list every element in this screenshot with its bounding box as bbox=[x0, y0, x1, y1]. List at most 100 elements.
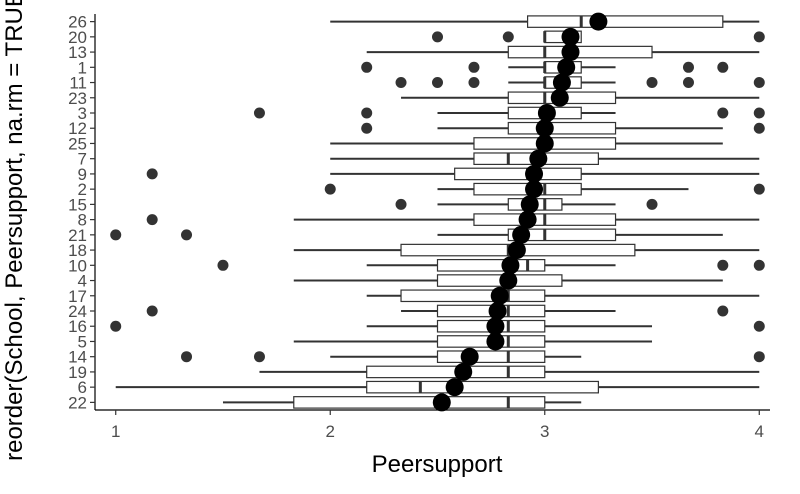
y-tick-label-13: 13 bbox=[68, 43, 87, 62]
mean-point-2 bbox=[525, 180, 544, 199]
y-tick-label-23: 23 bbox=[68, 89, 87, 108]
y-tick-label-3: 3 bbox=[78, 104, 87, 123]
y-tick-label-7: 7 bbox=[78, 150, 87, 169]
box-group-6 bbox=[115, 380, 760, 394]
outlier-16-0 bbox=[110, 320, 122, 332]
outlier-10-0 bbox=[217, 259, 229, 271]
box-13 bbox=[507, 45, 653, 59]
y-tick-label-1: 1 bbox=[78, 58, 87, 77]
mean-point-12 bbox=[535, 119, 554, 138]
mean-point-19 bbox=[454, 362, 473, 381]
box-group-23 bbox=[401, 91, 760, 105]
box-group-13 bbox=[366, 45, 760, 59]
y-tick-label-2: 2 bbox=[78, 180, 87, 199]
box-group-16 bbox=[110, 319, 765, 333]
mean-point-10 bbox=[501, 256, 520, 275]
box-group-17 bbox=[366, 289, 760, 303]
mean-point-17 bbox=[490, 286, 509, 305]
x-tick-label-2: 2 bbox=[326, 422, 335, 441]
outlier-12-1 bbox=[753, 122, 765, 134]
box-group-9 bbox=[146, 167, 760, 181]
box-group-5 bbox=[293, 335, 653, 348]
box-group-1 bbox=[361, 60, 729, 74]
mean-point-1 bbox=[557, 58, 576, 77]
outlier-10-2 bbox=[753, 259, 765, 271]
outlier-20-0 bbox=[432, 31, 443, 43]
outlier-3-0 bbox=[253, 107, 265, 119]
outlier-9-0 bbox=[146, 168, 158, 180]
box-21 bbox=[507, 228, 617, 242]
box-group-20 bbox=[432, 30, 765, 44]
y-tick-label-26: 26 bbox=[68, 13, 87, 32]
mean-point-6 bbox=[445, 378, 464, 397]
outlier-1-0 bbox=[361, 61, 373, 73]
mean-point-9 bbox=[525, 164, 544, 183]
outlier-11-3 bbox=[646, 77, 658, 89]
outlier-15-1 bbox=[646, 198, 658, 210]
mean-point-21 bbox=[512, 225, 531, 244]
y-tick-label-24: 24 bbox=[68, 302, 87, 321]
y-axis-title: reorder(School, Peersupport, na.rm = TRU… bbox=[1, 0, 28, 461]
box-26 bbox=[526, 15, 724, 28]
mean-point-11 bbox=[552, 73, 571, 92]
y-tick-label-18: 18 bbox=[68, 241, 87, 260]
outlier-20-1 bbox=[502, 31, 514, 43]
mean-point-20 bbox=[561, 27, 580, 46]
y-tick-label-14: 14 bbox=[68, 348, 87, 367]
plot-area bbox=[110, 12, 765, 412]
outlier-20-2 bbox=[753, 31, 765, 43]
box-group-21 bbox=[110, 228, 723, 242]
outlier-21-1 bbox=[181, 229, 193, 241]
y-tick-label-20: 20 bbox=[68, 28, 87, 47]
box-group-24 bbox=[146, 304, 729, 318]
x-axis-title: Peersupport bbox=[372, 451, 503, 478]
mean-point-4 bbox=[499, 271, 518, 290]
mean-point-14 bbox=[460, 347, 479, 366]
outlier-2-1 bbox=[753, 183, 765, 195]
box-22 bbox=[293, 396, 546, 409]
box-14 bbox=[436, 350, 546, 364]
outlier-16-1 bbox=[753, 320, 765, 332]
y-tick-label-25: 25 bbox=[68, 134, 87, 153]
box-9 bbox=[454, 167, 582, 181]
outlier-11-2 bbox=[468, 77, 480, 89]
box-17 bbox=[400, 289, 546, 303]
outlier-21-0 bbox=[110, 229, 122, 241]
outlier-24-1 bbox=[717, 305, 729, 317]
outlier-14-2 bbox=[753, 351, 765, 363]
x-tick-label-4: 4 bbox=[755, 422, 764, 441]
outlier-1-2 bbox=[682, 61, 694, 73]
box-6 bbox=[366, 380, 599, 394]
mean-point-7 bbox=[529, 149, 548, 168]
x-tick-label-3: 3 bbox=[540, 422, 549, 441]
y-tick-label-10: 10 bbox=[68, 256, 87, 275]
box-group-25 bbox=[330, 137, 723, 150]
mean-point-16 bbox=[486, 317, 505, 336]
mean-point-15 bbox=[520, 195, 539, 214]
box-group-22 bbox=[222, 396, 582, 409]
outlier-24-0 bbox=[146, 305, 158, 317]
y-tick-label-4: 4 bbox=[78, 272, 87, 291]
outlier-11-0 bbox=[395, 77, 407, 89]
x-axis: 1 2 3 4 bbox=[95, 409, 770, 441]
outlier-11-5 bbox=[753, 77, 765, 89]
outlier-1-1 bbox=[468, 61, 480, 73]
box-group-12 bbox=[361, 121, 765, 135]
y-tick-label-5: 5 bbox=[78, 332, 87, 351]
y-tick-label-12: 12 bbox=[68, 119, 87, 138]
box-group-11 bbox=[395, 76, 765, 89]
outlier-11-4 bbox=[682, 77, 694, 89]
outlier-3-3 bbox=[753, 107, 765, 119]
box-12 bbox=[507, 121, 617, 135]
mean-point-23 bbox=[550, 88, 569, 107]
y-tick-label-8: 8 bbox=[78, 211, 87, 230]
box-group-3 bbox=[253, 106, 765, 120]
y-tick-label-15: 15 bbox=[68, 195, 87, 214]
y-tick-label-21: 21 bbox=[68, 226, 87, 245]
outlier-14-1 bbox=[253, 351, 265, 363]
mean-point-13 bbox=[561, 43, 580, 62]
box-group-18 bbox=[293, 243, 760, 257]
mean-point-24 bbox=[488, 302, 507, 320]
outlier-10-1 bbox=[717, 259, 729, 271]
